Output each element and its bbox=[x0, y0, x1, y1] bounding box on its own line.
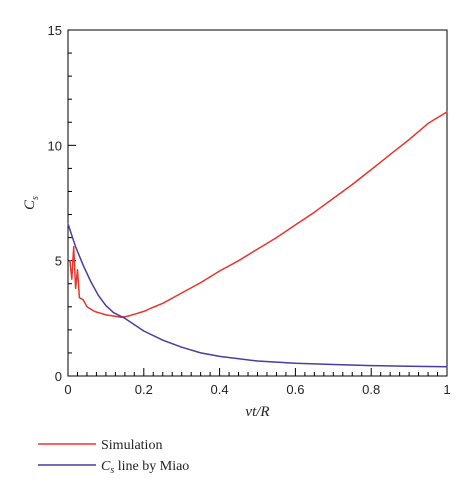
miao-point bbox=[408, 365, 410, 367]
miao-point bbox=[143, 330, 145, 332]
simulation-point bbox=[150, 307, 152, 309]
simulation-point bbox=[256, 248, 259, 250]
series-simulation-line bbox=[69, 111, 448, 318]
simulation-point bbox=[313, 211, 315, 213]
plot-area bbox=[67, 29, 448, 377]
simulation-point bbox=[73, 246, 75, 248]
legend: Simulation Cs line by Miao bbox=[38, 438, 189, 476]
legend-label-simulation: Simulation bbox=[101, 438, 162, 453]
simulation-point bbox=[370, 168, 372, 171]
x-axis-ticks bbox=[67, 368, 448, 376]
y-axis-tick-labels: 0 5 10 15 bbox=[48, 23, 62, 384]
simulation-point bbox=[143, 310, 145, 313]
miao-point bbox=[82, 264, 84, 266]
miao-point bbox=[446, 366, 448, 368]
simulation-point bbox=[78, 296, 80, 299]
simulation-point bbox=[446, 111, 448, 113]
simulation-point bbox=[135, 313, 137, 315]
y-tick-label: 0 bbox=[55, 369, 62, 384]
miao-point bbox=[105, 305, 107, 307]
simulation-point bbox=[71, 278, 73, 280]
simulation-point bbox=[162, 302, 164, 304]
legend-label-miao-italic: C bbox=[101, 459, 111, 474]
simulation-point bbox=[389, 153, 391, 156]
miao-point bbox=[112, 311, 115, 314]
simulation-point bbox=[128, 315, 130, 317]
legend-label-miao: Cs line by Miao bbox=[101, 459, 189, 476]
simulation-point bbox=[275, 237, 278, 239]
y-tick-label: 10 bbox=[48, 138, 62, 153]
x-tick-label: 1 bbox=[443, 382, 450, 397]
legend-label-miao-sub: s bbox=[110, 465, 114, 476]
simulation-point bbox=[237, 260, 240, 262]
simulation-point bbox=[93, 310, 96, 313]
miao-point bbox=[67, 223, 69, 225]
x-axis-title: vt/R bbox=[245, 404, 269, 420]
miao-point bbox=[74, 246, 77, 248]
miao-point bbox=[90, 280, 92, 283]
miao-point bbox=[219, 355, 221, 357]
miao-point bbox=[181, 346, 183, 348]
x-tick-label: 0.6 bbox=[286, 382, 304, 397]
simulation-point bbox=[181, 292, 183, 294]
miao-point bbox=[124, 317, 126, 319]
simulation-point bbox=[427, 122, 429, 125]
miao-point bbox=[97, 294, 99, 296]
simulation-point bbox=[332, 197, 334, 199]
simulation-point bbox=[90, 308, 92, 310]
simulation-point bbox=[105, 314, 107, 316]
miao-point bbox=[200, 352, 202, 354]
y-tick-label: 15 bbox=[48, 23, 62, 38]
simulation-point bbox=[200, 281, 202, 284]
miao-point bbox=[370, 365, 372, 367]
simulation-point bbox=[408, 138, 410, 141]
series-miao-line bbox=[67, 223, 448, 368]
y-axis-title: Cs bbox=[22, 196, 41, 210]
x-tick-label: 0 bbox=[64, 382, 71, 397]
x-axis-tick-labels: 0 0.2 0.4 0.6 0.8 1 bbox=[64, 382, 450, 397]
simulation-point bbox=[76, 269, 79, 271]
simulation-point bbox=[101, 313, 103, 315]
miao-point bbox=[256, 360, 259, 362]
simulation-point bbox=[86, 306, 88, 308]
plot-frame bbox=[67, 29, 448, 377]
simulation-point bbox=[97, 311, 99, 314]
simulation-point bbox=[294, 224, 296, 226]
series-group bbox=[67, 111, 448, 368]
miao-point bbox=[332, 363, 334, 366]
legend-label-miao-rest: line by Miao bbox=[114, 459, 189, 474]
y-axis-title-main: C bbox=[22, 199, 38, 210]
simulation-point bbox=[219, 270, 221, 272]
y-axis-ticks bbox=[68, 29, 76, 377]
x-tick-label: 0.2 bbox=[135, 382, 153, 397]
simulation-point bbox=[351, 183, 353, 186]
x-tick-label: 0.4 bbox=[211, 382, 229, 397]
y-tick-label: 5 bbox=[55, 254, 62, 269]
simulation-point bbox=[82, 299, 84, 301]
x-tick-label: 0.8 bbox=[362, 382, 380, 397]
simulation-point bbox=[112, 315, 115, 317]
miao-point bbox=[162, 339, 164, 341]
simulation-point bbox=[74, 287, 77, 289]
simulation-point bbox=[69, 260, 71, 262]
miao-point bbox=[294, 362, 296, 364]
y-axis-title-sub: s bbox=[30, 196, 41, 200]
